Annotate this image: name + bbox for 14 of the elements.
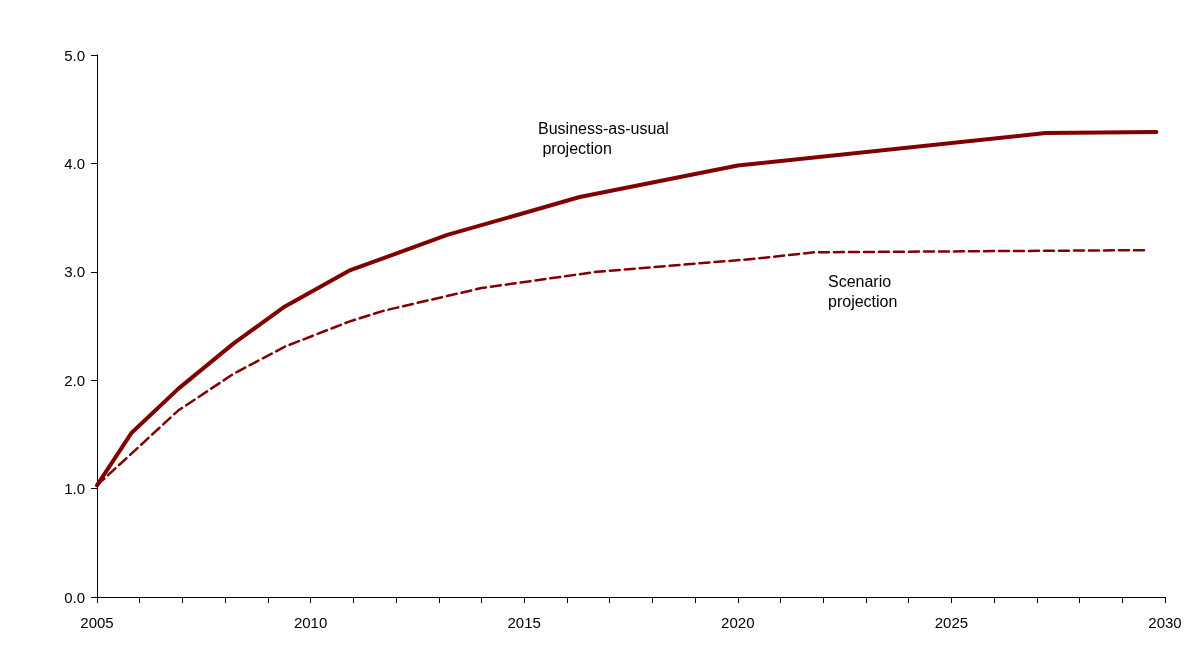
y-tick-label: 4.0 xyxy=(64,154,85,172)
y-tick-label: 2.0 xyxy=(64,371,85,389)
y-tick-label: 3.0 xyxy=(64,263,85,281)
x-tick-label: 2020 xyxy=(721,614,755,631)
annotation: Business-as-usual projection xyxy=(538,119,669,157)
x-tick-label: 2010 xyxy=(293,614,328,631)
x-tick-label: 2030 xyxy=(1148,614,1182,631)
y-tick-label: 1.0 xyxy=(64,480,85,498)
x-tick-label: 2025 xyxy=(934,614,969,631)
x-tick-label: 2015 xyxy=(507,614,541,631)
y-tick-label: 5.0 xyxy=(64,46,85,64)
x-tick-label: 2005 xyxy=(80,614,114,631)
y-tick-label: 0.0 xyxy=(64,588,85,606)
annotation: Scenario projection xyxy=(828,272,898,310)
